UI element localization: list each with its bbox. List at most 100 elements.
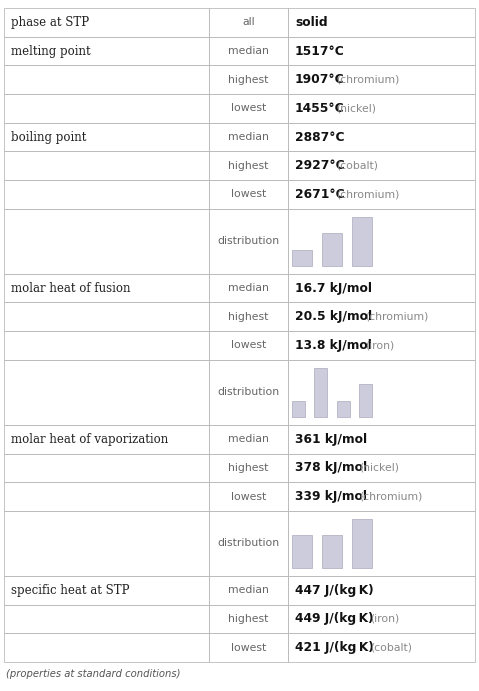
Text: 449 J/(kg K): 449 J/(kg K) (295, 612, 374, 625)
Text: highest: highest (228, 312, 269, 322)
Bar (314, 368, 327, 417)
Bar (288, 8, 475, 37)
Text: molar heat of vaporization: molar heat of vaporization (11, 433, 168, 446)
Bar (209, 151, 288, 180)
Bar (209, 66, 288, 94)
Bar (352, 216, 372, 266)
Bar (4, 37, 209, 66)
Text: (nickel): (nickel) (359, 463, 399, 473)
Text: 1517°C: 1517°C (295, 44, 345, 57)
Bar (4, 331, 209, 360)
Bar (209, 425, 288, 453)
Text: lowest: lowest (231, 491, 266, 502)
Bar (209, 576, 288, 605)
Text: median: median (228, 434, 269, 444)
Bar (209, 303, 288, 331)
Bar (209, 482, 288, 511)
Text: solid: solid (295, 16, 328, 29)
Text: (nickel): (nickel) (336, 104, 376, 113)
Text: lowest: lowest (231, 643, 266, 652)
Text: 361 kJ/mol: 361 kJ/mol (295, 433, 367, 446)
Bar (4, 274, 209, 303)
Bar (4, 605, 209, 633)
Bar (4, 123, 209, 151)
Text: all: all (242, 17, 255, 28)
Bar (209, 360, 288, 425)
Bar (288, 180, 475, 209)
Bar (352, 519, 372, 568)
Text: molar heat of fusion: molar heat of fusion (11, 282, 130, 294)
Text: 339 kJ/mol: 339 kJ/mol (295, 490, 367, 503)
Text: highest: highest (228, 161, 269, 171)
Text: boiling point: boiling point (11, 131, 86, 144)
Text: (chromium): (chromium) (336, 189, 399, 200)
Text: 2887°C: 2887°C (295, 131, 344, 144)
Bar (209, 180, 288, 209)
Text: 16.7 kJ/mol: 16.7 kJ/mol (295, 282, 372, 294)
Text: 13.8 kJ/mol: 13.8 kJ/mol (295, 339, 372, 352)
Bar (292, 535, 312, 568)
Bar (288, 425, 475, 453)
Text: highest: highest (228, 463, 269, 473)
Bar (209, 633, 288, 662)
Bar (288, 123, 475, 151)
Bar (209, 209, 288, 274)
Bar (288, 66, 475, 94)
Text: melting point: melting point (11, 44, 91, 57)
Text: specific heat at STP: specific heat at STP (11, 584, 129, 597)
Text: 20.5 kJ/mol: 20.5 kJ/mol (295, 310, 372, 323)
Text: median: median (228, 585, 269, 595)
Bar (4, 209, 209, 274)
Text: (iron): (iron) (365, 341, 394, 350)
Bar (4, 576, 209, 605)
Text: 421 J/(kg K): 421 J/(kg K) (295, 641, 374, 654)
Text: highest: highest (228, 614, 269, 624)
Bar (209, 274, 288, 303)
Bar (209, 605, 288, 633)
Bar (288, 274, 475, 303)
Text: (properties at standard conditions): (properties at standard conditions) (6, 668, 181, 679)
Text: (cobalt): (cobalt) (371, 643, 412, 652)
Bar (4, 303, 209, 331)
Bar (4, 180, 209, 209)
Text: median: median (228, 132, 269, 142)
Bar (4, 453, 209, 482)
Bar (209, 331, 288, 360)
Bar (209, 453, 288, 482)
Text: 1907°C: 1907°C (295, 73, 344, 86)
Bar (288, 209, 475, 274)
Bar (322, 535, 342, 568)
Bar (288, 360, 475, 425)
Bar (288, 151, 475, 180)
Bar (209, 94, 288, 123)
Bar (322, 233, 342, 266)
Bar (288, 511, 475, 576)
Text: (chromium): (chromium) (365, 312, 428, 322)
Text: median: median (228, 46, 269, 56)
Text: 2927°C: 2927°C (295, 159, 344, 172)
Bar (4, 151, 209, 180)
Text: lowest: lowest (231, 341, 266, 350)
Text: (chromium): (chromium) (336, 75, 399, 85)
Text: distribution: distribution (217, 236, 280, 246)
Text: 2671°C: 2671°C (295, 188, 344, 201)
Bar (288, 331, 475, 360)
Text: highest: highest (228, 75, 269, 85)
Bar (359, 384, 372, 417)
Bar (288, 482, 475, 511)
Bar (4, 482, 209, 511)
Text: (chromium): (chromium) (359, 491, 422, 502)
Bar (209, 37, 288, 66)
Bar (4, 633, 209, 662)
Bar (288, 94, 475, 123)
Text: lowest: lowest (231, 189, 266, 200)
Bar (209, 511, 288, 576)
Text: (cobalt): (cobalt) (336, 161, 378, 171)
Text: phase at STP: phase at STP (11, 16, 89, 29)
Text: 1455°C: 1455°C (295, 102, 344, 115)
Text: lowest: lowest (231, 104, 266, 113)
Bar (288, 605, 475, 633)
Bar (288, 576, 475, 605)
Bar (292, 401, 305, 417)
Bar (288, 453, 475, 482)
